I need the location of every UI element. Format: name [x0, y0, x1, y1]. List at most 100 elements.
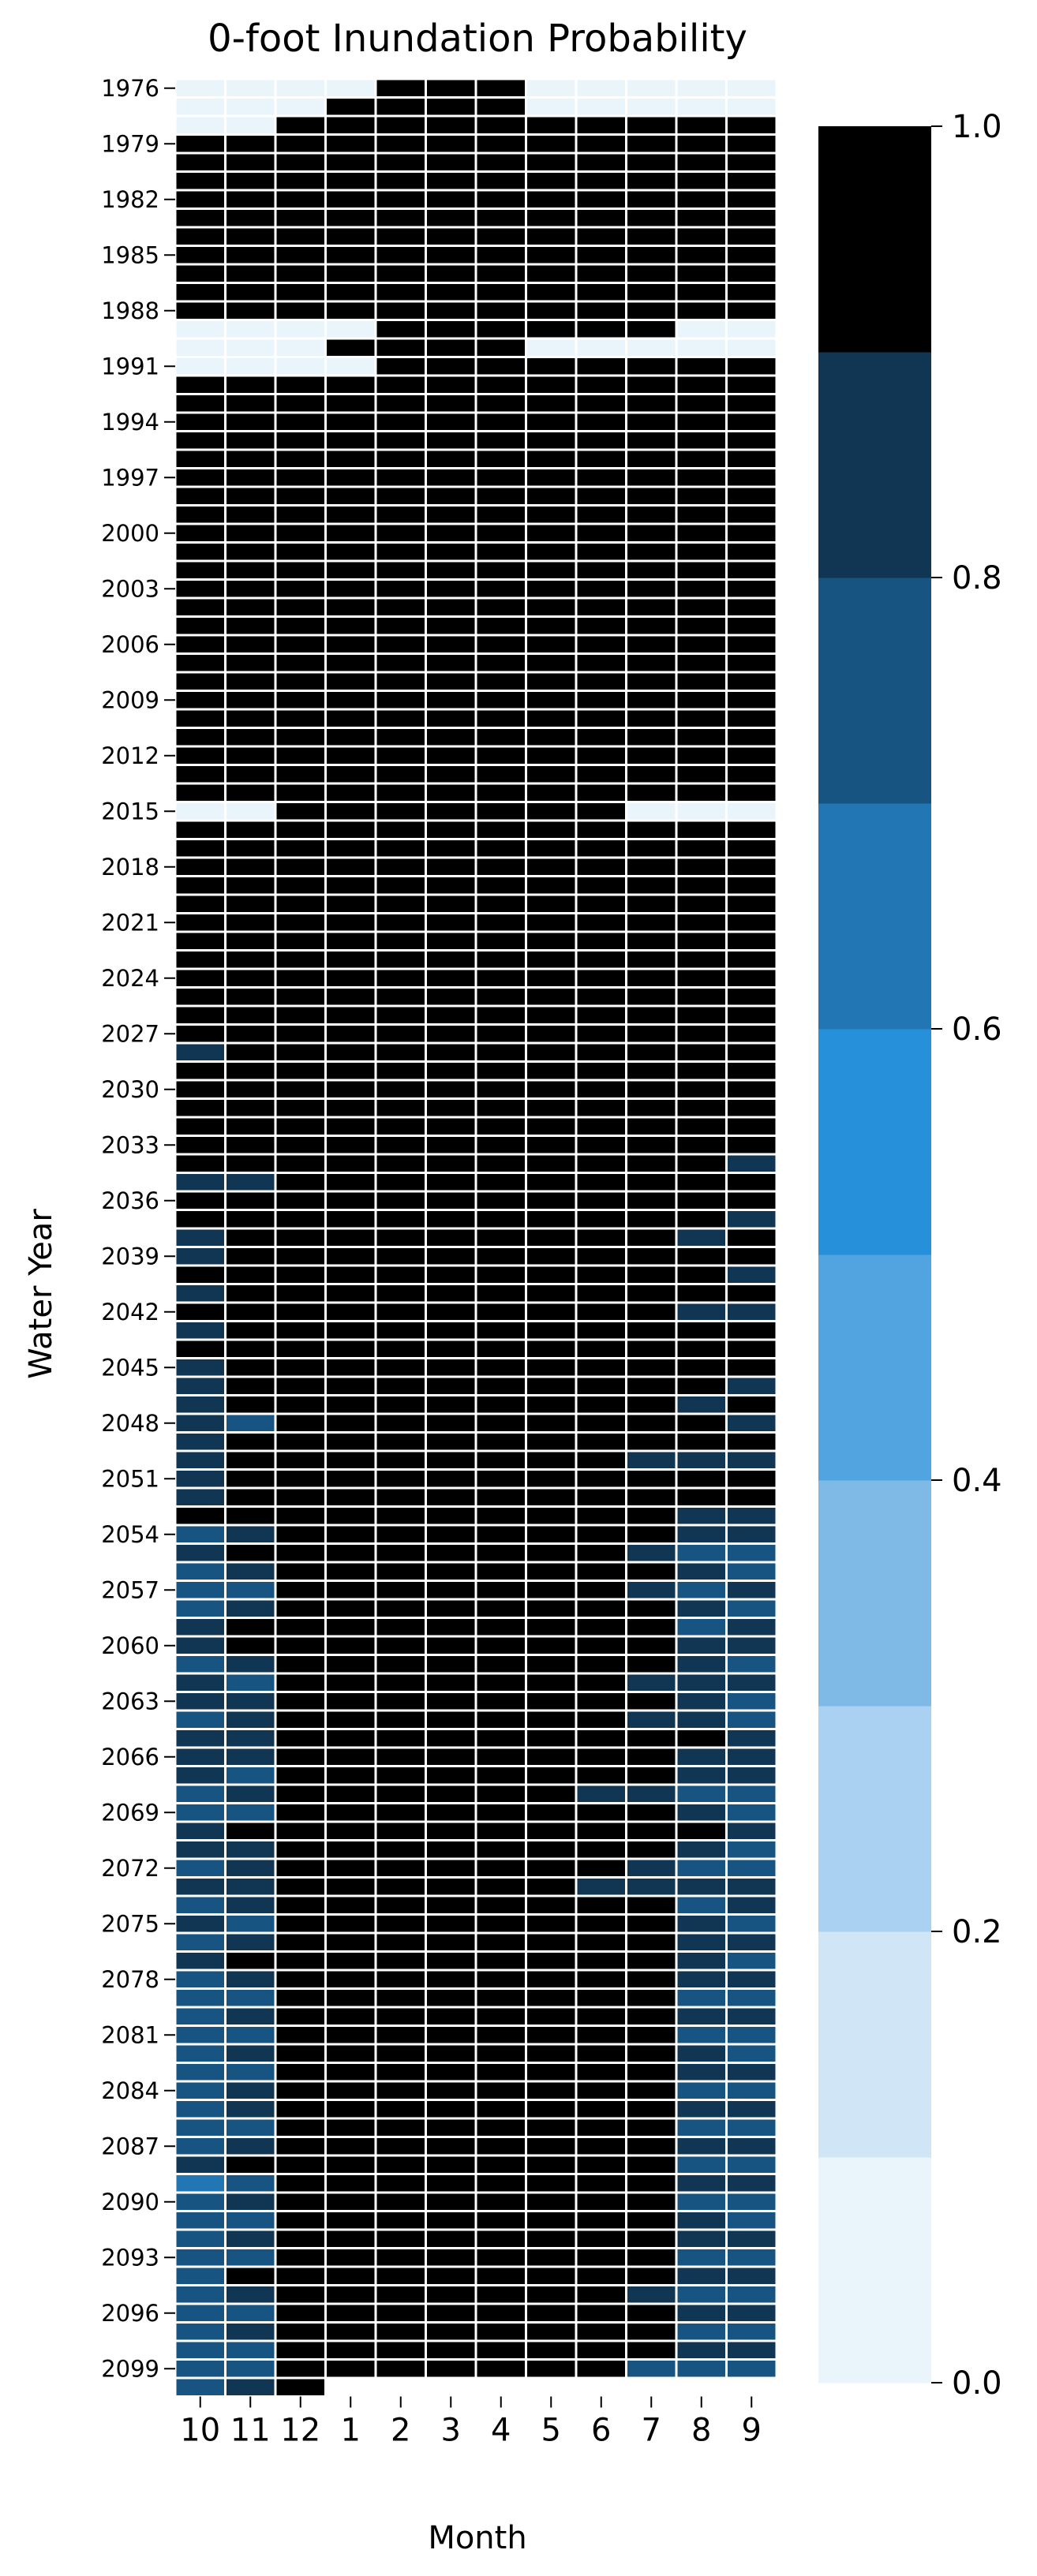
heatmap-cell: [274, 1394, 327, 1415]
heatmap-cell: [174, 1542, 226, 1564]
heatmap-cell: [274, 986, 327, 1008]
heatmap-cell: [374, 504, 427, 525]
heatmap-cell: [324, 1617, 377, 1638]
x-tick-label: 1: [341, 2413, 361, 2449]
y-tick-label: 2015: [101, 798, 159, 824]
heatmap-cell: [575, 114, 627, 136]
heatmap-cell: [725, 1449, 778, 1471]
heatmap-cell: [174, 764, 226, 785]
heatmap-cell: [324, 1172, 377, 1193]
heatmap-cell: [274, 782, 327, 803]
heatmap-cell: [675, 1802, 728, 1823]
heatmap-cell: [324, 615, 377, 637]
heatmap-cell: [174, 559, 226, 581]
heatmap-cell: [374, 245, 427, 266]
y-tick-label: 2000: [101, 520, 159, 547]
heatmap-cell: [575, 652, 627, 674]
x-tick-label: 2: [391, 2413, 410, 2449]
heatmap-cell: [675, 1135, 728, 1156]
heatmap-cell: [374, 1190, 427, 1211]
heatmap-cell: [374, 1449, 427, 1471]
heatmap-cell: [224, 2321, 277, 2342]
heatmap-cell: [575, 2136, 627, 2157]
heatmap-cell: [725, 263, 778, 284]
heatmap-cell: [625, 1246, 678, 1267]
heatmap-cell: [224, 801, 277, 822]
y-tick-label: 2003: [101, 575, 159, 602]
heatmap-cell: [324, 2173, 377, 2194]
heatmap-cell: [725, 1746, 778, 1767]
y-tick-label: 2087: [101, 2133, 159, 2159]
heatmap-cell: [174, 671, 226, 692]
heatmap-cell: [625, 1783, 678, 1804]
heatmap-cell: [425, 1931, 477, 1953]
colorbar-tick-label: 0.0: [952, 2365, 1002, 2402]
heatmap-cell: [274, 1598, 327, 1619]
heatmap-cell: [324, 2321, 377, 2342]
heatmap-cell: [525, 1580, 578, 1601]
heatmap-cell: [625, 930, 678, 952]
heatmap-cell: [224, 967, 277, 989]
heatmap-cell: [324, 1153, 377, 1174]
heatmap-cell: [374, 1394, 427, 1415]
heatmap-cell: [324, 2099, 377, 2120]
heatmap-cell: [675, 782, 728, 803]
heatmap-cell: [474, 1227, 527, 1248]
heatmap-cell: [625, 1227, 678, 1248]
heatmap-cell: [474, 1617, 527, 1638]
heatmap-cell: [374, 634, 427, 655]
heatmap-cell: [525, 615, 578, 637]
heatmap-cell: [425, 690, 477, 711]
heatmap-cell: [474, 1097, 527, 1119]
heatmap-cell: [575, 1320, 627, 1341]
heatmap-cell: [224, 2117, 277, 2138]
heatmap-cell: [525, 1802, 578, 1823]
heatmap-cell: [474, 1635, 527, 1656]
heatmap-cell: [675, 559, 728, 581]
heatmap-cell: [174, 949, 226, 970]
heatmap-cell: [725, 1802, 778, 1823]
heatmap-cell: [675, 1264, 728, 1285]
heatmap-cell: [374, 1709, 427, 1730]
heatmap-cell: [575, 2339, 627, 2361]
heatmap-cell: [725, 1097, 778, 1119]
heatmap-cell: [324, 2080, 377, 2101]
heatmap-cell: [274, 1041, 327, 1063]
heatmap-cell: [675, 1246, 728, 1267]
heatmap-cell: [575, 1635, 627, 1656]
heatmap-cell: [474, 2210, 527, 2231]
heatmap-cell: [575, 967, 627, 989]
heatmap-cell: [324, 1449, 377, 1471]
heatmap-cell: [174, 1987, 226, 2009]
y-tick-label: 2066: [101, 1744, 159, 1770]
heatmap-cell: [625, 671, 678, 692]
heatmap-cell: [675, 596, 728, 618]
heatmap-cell: [575, 2154, 627, 2175]
heatmap-cell: [575, 2062, 627, 2083]
heatmap-cell: [274, 2006, 327, 2027]
heatmap-cell: [174, 1116, 226, 1137]
heatmap-cell: [525, 263, 578, 284]
heatmap-cell: [575, 226, 627, 247]
heatmap-cell: [725, 875, 778, 896]
heatmap-cell: [725, 2247, 778, 2268]
heatmap-cell: [575, 856, 627, 877]
heatmap-cell: [425, 893, 477, 914]
heatmap-cell: [675, 1894, 728, 1916]
heatmap-cell: [425, 596, 477, 618]
heatmap-cell: [575, 2191, 627, 2212]
heatmap-cell: [525, 1950, 578, 1972]
x-tick-label: 5: [541, 2413, 561, 2449]
y-tick-label: 2012: [101, 742, 159, 769]
heatmap-cell: [174, 1190, 226, 1211]
heatmap-cell: [174, 1153, 226, 1174]
heatmap-cell: [725, 2117, 778, 2138]
heatmap-cell: [224, 652, 277, 674]
heatmap-cell: [525, 1598, 578, 1619]
heatmap-cell: [474, 596, 527, 618]
heatmap-cell: [725, 930, 778, 952]
heatmap-cell: [425, 2228, 477, 2249]
heatmap-cell: [374, 1486, 427, 1508]
heatmap-cell: [374, 77, 427, 99]
